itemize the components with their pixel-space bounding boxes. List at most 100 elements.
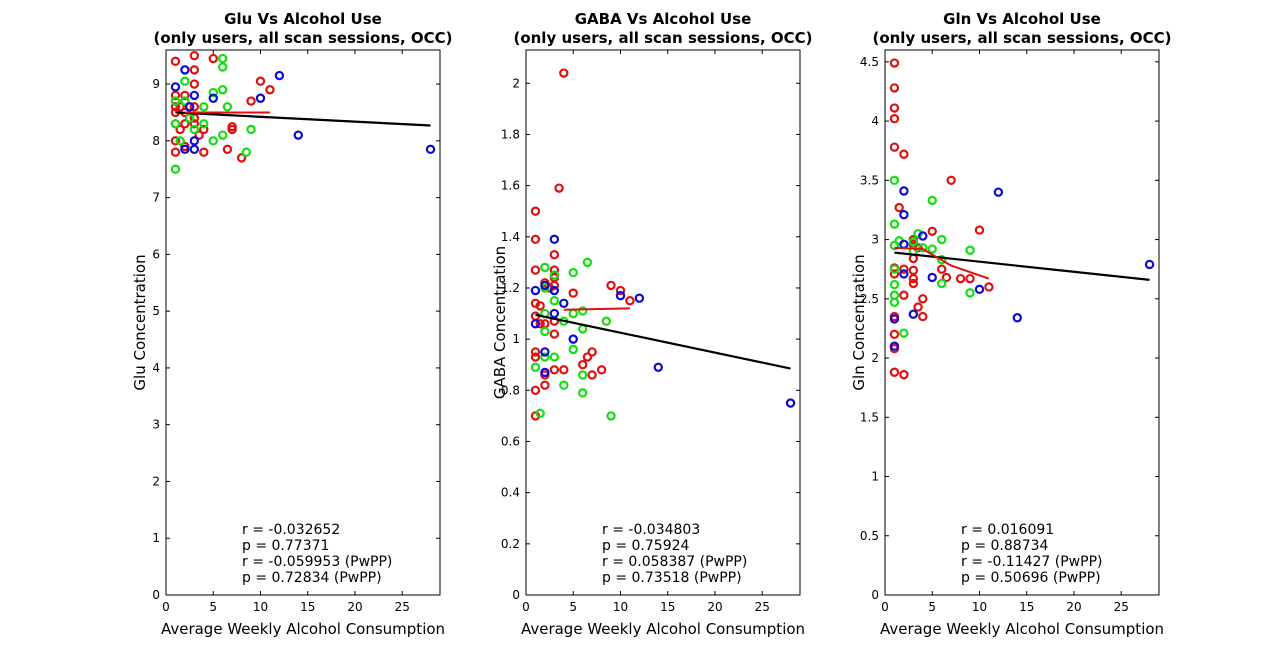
data-point-green (180, 76, 190, 86)
data-point-red (170, 102, 181, 112)
data-point-red (549, 280, 560, 291)
y-tick-label: 4 (152, 361, 160, 375)
stat-line: r = 0.058387 (PwPP) (602, 554, 747, 570)
data-point-blue (189, 136, 200, 146)
data-point-green (577, 388, 588, 398)
stat-line: r = -0.11427 (PwPP) (961, 554, 1102, 570)
stat-line: p = 0.50696 (PwPP) (961, 570, 1101, 586)
x-tick-label: 25 (395, 600, 410, 614)
data-point-green (170, 164, 181, 174)
data-point-red (540, 380, 550, 390)
chart-title: GABA Vs Alcohol Use (575, 10, 752, 28)
x-tick-label: 25 (755, 600, 770, 614)
data-point-red (568, 288, 578, 298)
data-point-green (189, 124, 200, 135)
data-point-blue (549, 234, 560, 245)
data-point-blue (1012, 313, 1022, 323)
data-point-green (568, 344, 578, 355)
fit-line (535, 313, 791, 370)
data-point-red (246, 96, 256, 106)
data-point-green (170, 96, 181, 106)
data-point-red (587, 347, 597, 357)
chart-panel-2: GABA Vs Alcohol Use(only users, all scan… (491, 10, 813, 638)
data-point-red (615, 285, 626, 296)
y-tick-label: 9 (152, 77, 160, 91)
stat-line: p = 0.88734 (961, 538, 1049, 554)
data-point-blue (615, 290, 626, 301)
data-point-green (889, 240, 900, 251)
data-point-red (549, 329, 560, 339)
data-point-red (889, 83, 900, 93)
data-point-red (265, 85, 275, 95)
data-point-blue (425, 144, 436, 155)
chart-title: Gln Vs Alcohol Use (943, 10, 1101, 28)
data-point-red (965, 273, 975, 284)
stat-line: p = 0.73518 (PwPP) (602, 570, 742, 586)
data-point-red (606, 280, 616, 291)
x-tick-label: 20 (1066, 600, 1081, 614)
data-point-red (549, 365, 560, 375)
data-point-red (559, 68, 569, 78)
data-point-red (540, 319, 550, 329)
data-point-blue (918, 231, 928, 241)
data-point-red (946, 175, 956, 186)
y-tick-label: 0 (512, 588, 520, 602)
data-point-green (582, 257, 593, 268)
data-point-green (208, 87, 218, 98)
data-point-green (180, 96, 190, 106)
y-tick-label: 1.4 (501, 230, 520, 244)
data-point-blue (785, 398, 796, 408)
data-point-blue (184, 102, 195, 112)
data-point-red (577, 360, 588, 370)
data-point-blue (568, 334, 578, 344)
data-point-green (601, 316, 612, 326)
stat-line: r = 0.016091 (961, 522, 1054, 538)
data-point-blue (255, 93, 266, 103)
data-point-blue (908, 309, 919, 319)
plot-area (884, 49, 1160, 596)
data-point-green (549, 352, 560, 362)
data-point-green (170, 119, 181, 129)
data-point-red (549, 249, 560, 260)
y-tick-label: 1.8 (501, 127, 520, 141)
data-point-red (559, 365, 569, 375)
stat-line: p = 0.72834 (PwPP) (242, 570, 382, 586)
data-point-red (936, 264, 947, 274)
y-tick-label: 0.6 (501, 434, 520, 448)
x-axis-label: Average Weekly Alcohol Consumption (521, 620, 805, 638)
data-point-green (535, 408, 545, 419)
data-point-green (199, 119, 209, 129)
data-point-blue (899, 209, 909, 220)
data-point-green (246, 124, 256, 135)
data-point-red (170, 136, 181, 146)
data-point-green (540, 326, 550, 337)
data-point-blue (180, 65, 190, 75)
data-point-green (549, 270, 560, 280)
data-point-red (535, 301, 545, 311)
chart-panel-1: Glu Vs Alcohol Use(only users, all scan … (131, 10, 453, 638)
subgroup-fit-line (894, 246, 990, 280)
data-point-red (894, 202, 904, 213)
y-tick-label: 6 (152, 247, 160, 261)
data-point-green (889, 219, 900, 229)
data-point-blue (189, 144, 200, 155)
data-point-red (175, 102, 185, 112)
x-axis-label: Average Weekly Alcohol Consumption (880, 620, 1164, 638)
data-point-red (974, 225, 985, 235)
data-point-green (899, 328, 909, 338)
x-tick-label: 5 (928, 600, 936, 614)
data-point-red (918, 294, 928, 304)
data-point-blue (274, 70, 285, 81)
data-point-blue (170, 82, 181, 92)
data-point-green (908, 237, 919, 247)
data-point-red (199, 124, 209, 135)
data-point-red (222, 144, 233, 155)
fit-line (894, 251, 1150, 281)
data-point-blue (549, 285, 560, 296)
x-tick-label: 20 (347, 600, 362, 614)
data-point-red (889, 329, 900, 340)
data-point-red (889, 269, 900, 279)
data-point-blue (530, 285, 541, 296)
data-point-green (217, 85, 228, 95)
y-tick-label: 0.2 (501, 537, 520, 551)
